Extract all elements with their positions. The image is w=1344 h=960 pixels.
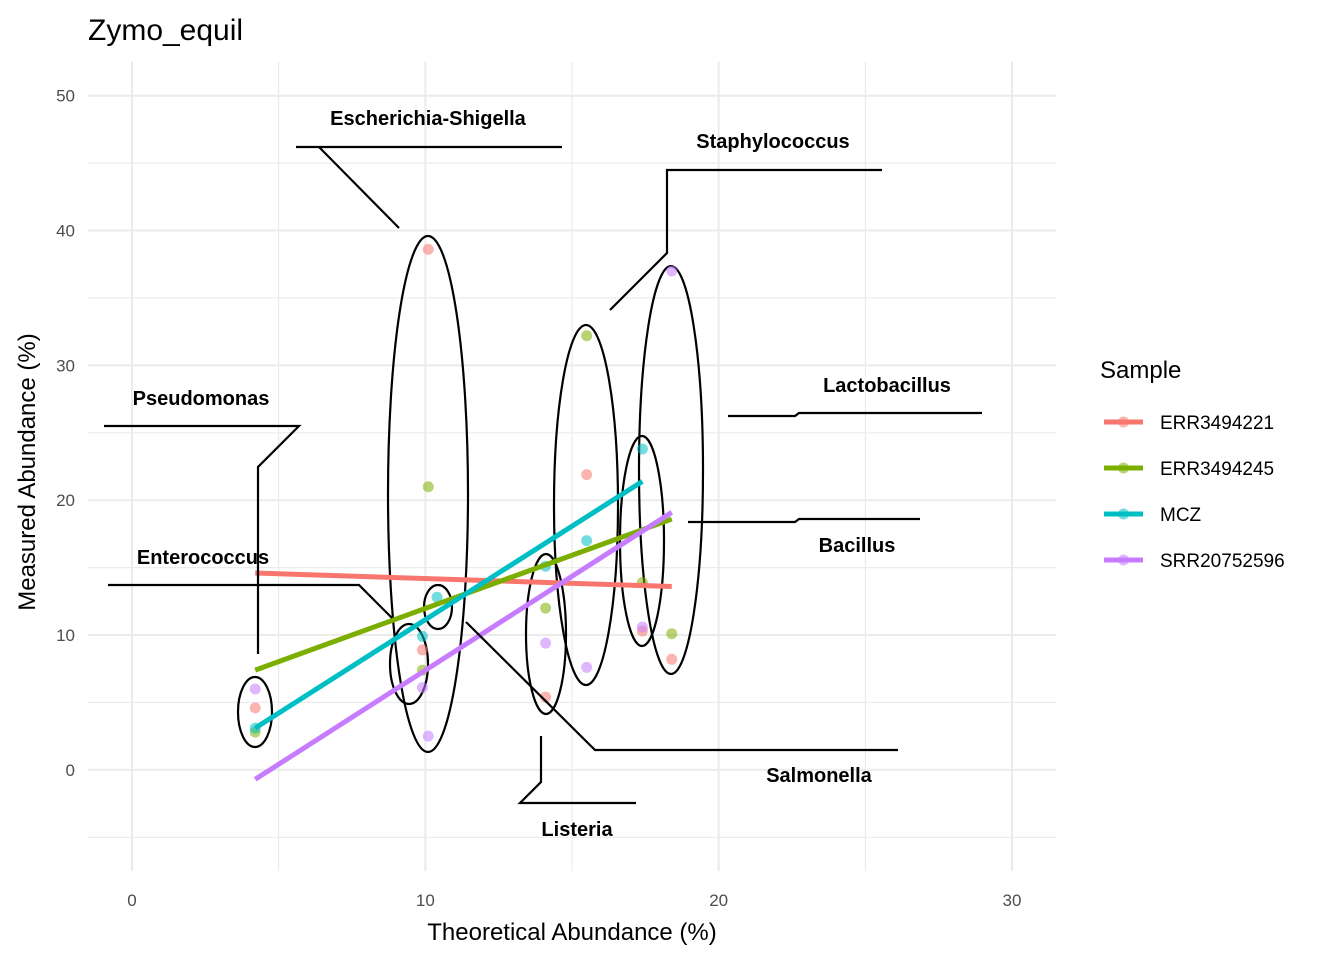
y-tick-label: 50 [56,87,75,106]
annotation-label: Escherichia-Shigella [330,108,527,130]
group-ellipse [618,434,666,648]
y-tick-label: 30 [56,356,75,375]
x-tick-label: 0 [127,891,136,910]
group-ellipses [236,234,705,754]
legend-label: ERR3494221 [1160,413,1274,434]
annotation-label: Staphylococcus [696,131,849,153]
data-point [416,644,428,656]
group-ellipse [637,264,705,676]
y-tick-label: 20 [56,491,75,510]
annotation-label: Lactobacillus [823,375,951,397]
annotation-leader-line [609,168,882,311]
legend-key-point [1118,462,1129,474]
y-tick-label: 40 [56,222,75,241]
x-tick-label: 10 [416,891,435,910]
group-ellipse [524,552,568,716]
data-point [422,243,434,255]
data-point [540,637,552,649]
annotation-leader-line [517,736,636,805]
data-point [540,691,552,703]
data-points [249,243,678,742]
x-axis-title: Theoretical Abundance (%) [427,919,717,946]
data-point [581,330,593,342]
x-tick-labels: 0 10 20 30 [127,891,1021,910]
legend-label: SRR20752596 [1160,551,1285,572]
x-tick-label: 20 [709,891,728,910]
annotation-label: Salmonella [766,765,872,787]
data-point [581,535,593,547]
annotation-leader-line [104,424,302,654]
trend-line [253,479,644,731]
data-point [249,683,261,695]
trend-line [253,510,674,782]
annotation-label: Bacillus [819,535,896,557]
trend-line [255,570,672,590]
legend-label: ERR3494245 [1160,459,1274,480]
data-point [431,591,443,603]
data-point [666,628,678,640]
data-point [666,265,678,277]
annotation-label: Listeria [541,819,613,841]
y-tick-labels: 0 10 20 30 40 50 [56,87,75,780]
x-tick-label: 30 [1003,891,1022,910]
data-point [581,469,593,481]
annotation-label: Enterococcus [137,547,269,569]
annotation-leader-line [688,517,920,524]
data-point [581,661,593,673]
legend: Sample ERR3494221 ERR3494245 MCZ SRR2075259… [1100,357,1285,572]
y-tick-label: 10 [56,626,75,645]
group-ellipse [388,622,430,706]
annotations: Pseudomonas Escherichia-Shigella Staphyloc… [104,108,982,841]
data-point [666,653,678,665]
annotation-leader-line [728,411,982,418]
grid [88,62,1056,871]
data-point [422,481,434,493]
y-axis-title: Measured Abundance (%) [14,333,41,611]
data-point [540,602,552,614]
data-point [416,682,428,694]
legend-key-point [1118,508,1129,520]
group-ellipse [386,234,470,754]
legend-title: Sample [1100,357,1181,384]
data-point [636,443,648,455]
annotation-leader-line [465,621,898,752]
legend-label: MCZ [1160,505,1202,526]
trend-lines [253,479,674,782]
group-ellipse [236,675,274,749]
annotation-leader-line [296,145,562,229]
annotation-leader-line [108,583,393,619]
data-point [249,702,261,714]
group-ellipse [552,323,620,687]
y-tick-label: 0 [66,761,75,780]
chart-title: Zymo_equil [88,14,243,47]
data-point [416,630,428,642]
data-point [636,621,648,633]
annotation-label: Pseudomonas [133,388,270,410]
legend-key-point [1118,416,1129,428]
data-point [422,730,434,742]
legend-key-point [1118,554,1129,566]
